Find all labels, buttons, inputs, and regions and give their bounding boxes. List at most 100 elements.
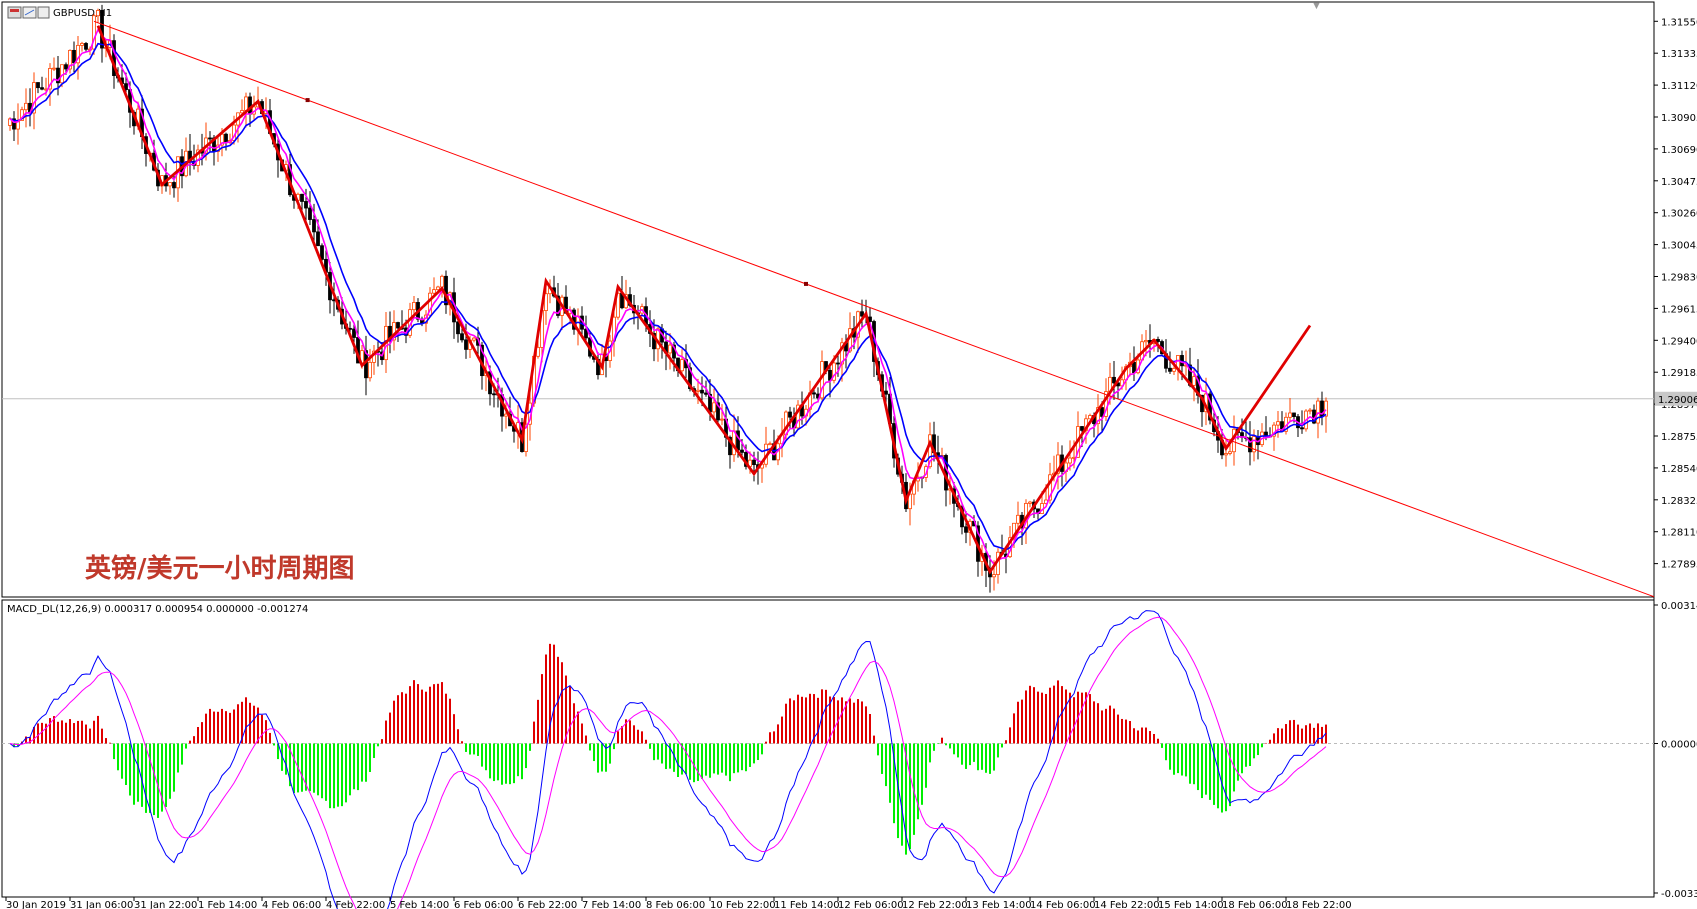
- candle-body: [1016, 514, 1020, 524]
- time-tick-label: 4 Feb 06:00: [262, 900, 321, 909]
- candle-body: [1112, 376, 1116, 384]
- price-tick-label: 1.29830: [1661, 273, 1697, 284]
- candle-body: [1320, 400, 1324, 417]
- candle-body: [1048, 474, 1052, 501]
- chart-shift-icon[interactable]: ▼: [1313, 1, 1320, 11]
- time-tick-label: 14 Feb 22:00: [1094, 900, 1160, 909]
- candle-body: [300, 193, 304, 202]
- candle-body: [196, 149, 200, 166]
- candle-body: [312, 219, 316, 233]
- trend-anchor: [804, 281, 808, 286]
- candle-body: [1276, 421, 1280, 426]
- properties-icon[interactable]: [37, 6, 50, 19]
- candle-body: [24, 102, 28, 111]
- price-tick-label: 1.31120: [1661, 81, 1697, 92]
- ma-slow-line: [9, 42, 1327, 551]
- macd-layer: [9, 610, 1327, 909]
- price-tick-label: 1.29185: [1661, 368, 1697, 379]
- candle-body: [392, 322, 396, 341]
- time-tick-label: 31 Jan 22:00: [134, 900, 197, 909]
- time-tick-label: 13 Feb 14:00: [966, 900, 1032, 909]
- time-tick-label: 7 Feb 14:00: [582, 900, 641, 909]
- window-icon[interactable]: [7, 6, 22, 19]
- grid-layer: [2, 398, 1654, 745]
- candle-body: [700, 389, 704, 394]
- price-tick-label: 1.30690: [1661, 145, 1697, 156]
- candle-body: [84, 43, 88, 50]
- candle-body: [788, 411, 792, 418]
- candle-body: [208, 137, 212, 140]
- main-chart-frame: [1, 1, 1655, 598]
- price-tick-label: 1.28540: [1661, 464, 1697, 475]
- candle-body: [1056, 454, 1060, 474]
- time-tick-label: 5 Feb 14:00: [390, 900, 449, 909]
- price-tick-label: 1.29400: [1661, 336, 1697, 347]
- candle-body: [64, 64, 68, 70]
- trend-anchor: [305, 98, 310, 103]
- candle-body: [668, 344, 672, 354]
- candle-body: [1300, 427, 1304, 430]
- candle-body: [320, 245, 324, 260]
- current-price-label: 1.29006: [1658, 395, 1697, 406]
- candle-body: [412, 302, 416, 311]
- candle-body: [1028, 501, 1032, 504]
- candle-body: [832, 362, 836, 381]
- candle-body: [56, 67, 60, 84]
- candle-body: [752, 459, 756, 466]
- price-axis: 1.31550 1.31335 1.31120 1.30905 1.30690 1.304…: [1654, 17, 1697, 900]
- candle-body: [716, 402, 720, 421]
- candle-body: [432, 289, 436, 294]
- price-tick-label: 1.27895: [1661, 560, 1697, 571]
- candle-body: [1132, 361, 1136, 374]
- candle-body: [1096, 407, 1100, 425]
- candle-body: [860, 311, 864, 317]
- chart-icon[interactable]: [22, 6, 37, 19]
- price-tick-label: 1.31335: [1661, 49, 1697, 60]
- candle-body: [928, 434, 932, 468]
- candle-body: [680, 359, 684, 372]
- time-tick-label: 14 Feb 06:00: [1030, 900, 1096, 909]
- candle-body: [80, 43, 84, 46]
- candle-body: [464, 339, 468, 350]
- candle-body: [40, 87, 44, 90]
- time-axis: 30 Jan 2019 31 Jan 06:00 31 Jan 22:00 1 Feb…: [5, 897, 1352, 909]
- time-tick-label: 4 Feb 22:00: [326, 900, 385, 909]
- time-tick-label: 12 Feb 06:00: [838, 900, 904, 909]
- candle-body: [992, 574, 996, 578]
- candle-body: [52, 67, 56, 70]
- candle-body: [248, 96, 252, 115]
- candle-body: [96, 10, 100, 17]
- candle-body: [524, 423, 528, 452]
- candle-body: [352, 328, 356, 338]
- candle-body: [1144, 340, 1148, 343]
- candle-body: [712, 402, 716, 413]
- candle-body: [740, 449, 744, 453]
- candle-body: [768, 443, 772, 446]
- zigzag-layer: [93, 20, 1655, 598]
- candle-body: [1168, 367, 1172, 372]
- candle-body: [456, 321, 460, 335]
- candle-body: [1288, 412, 1292, 418]
- macd-chart-frame: [1, 599, 1655, 898]
- candle-body: [1264, 431, 1268, 437]
- candle-body: [1316, 400, 1320, 424]
- candle-body: [1324, 400, 1328, 417]
- time-tick-label: 11 Feb 14:00: [774, 900, 840, 909]
- candle-body: [440, 275, 444, 288]
- price-tick-label: 1.28325: [1661, 496, 1697, 507]
- candle-body: [1172, 368, 1176, 372]
- candle-body: [124, 83, 128, 90]
- candle-body: [1248, 437, 1252, 453]
- symbol-label: GBPUSD,H1: [53, 8, 112, 19]
- candle-body: [32, 82, 36, 114]
- time-tick-label: 6 Feb 22:00: [518, 900, 577, 909]
- candle-body: [396, 322, 400, 329]
- candle-body: [244, 96, 248, 111]
- ma-fast-line: [9, 27, 1327, 566]
- price-tick-label: 1.30260: [1661, 209, 1697, 220]
- price-tick-label: 1.29615: [1661, 304, 1697, 315]
- time-tick-label: 12 Feb 22:00: [902, 900, 968, 909]
- candle-body: [12, 118, 16, 130]
- chart-title: 英镑/美元一小时周期图: [85, 553, 355, 584]
